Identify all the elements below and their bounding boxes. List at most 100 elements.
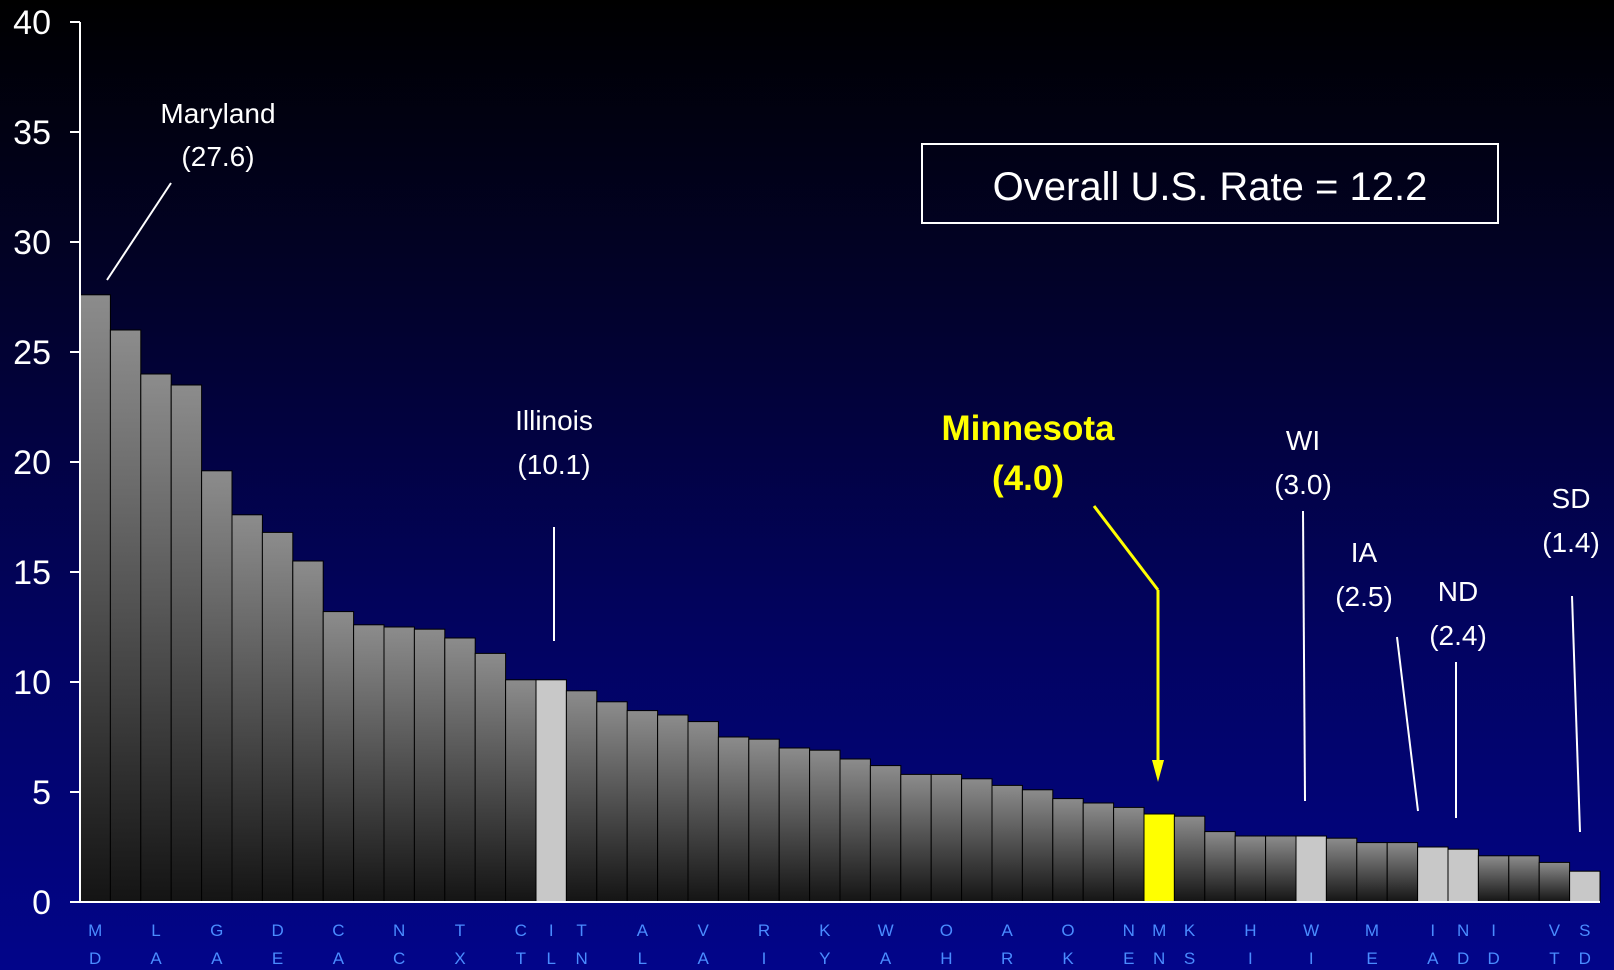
bar-unlabeled-9	[353, 624, 385, 903]
bar-unlabeled-25	[839, 758, 871, 903]
bar-wa	[869, 765, 902, 903]
y-tick-label: 0	[32, 884, 51, 922]
x-label-oh-1: O	[940, 921, 953, 940]
annotation-ia-name: IA	[1351, 537, 1378, 568]
bar-unlabeled-33	[1082, 802, 1115, 903]
annotation-nd-value: (2.4)	[1429, 620, 1487, 651]
x-label-wa-2: A	[880, 949, 892, 968]
bar-ok	[1052, 798, 1084, 903]
x-label-tn-1: T	[576, 921, 586, 940]
bar-unlabeled-31	[1021, 789, 1054, 903]
bar-ks	[1173, 815, 1206, 903]
bar-unlabeled-3	[170, 384, 203, 903]
x-label-oh-2: H	[940, 949, 952, 968]
annotation-wi-line	[1302, 510, 1306, 802]
bar-wi	[1295, 835, 1327, 903]
x-label-ar-1: A	[1002, 921, 1014, 940]
x-label-sd-2: D	[1579, 949, 1591, 968]
annotation-md-line	[106, 182, 172, 281]
annotation-wi-value: (3.0)	[1274, 469, 1332, 500]
x-label-nd-1: N	[1457, 921, 1469, 940]
x-label-ri-1: R	[758, 921, 770, 940]
bar-sd	[1569, 870, 1601, 903]
x-label-id-2: D	[1487, 949, 1499, 968]
bar-unlabeled-13	[474, 652, 507, 903]
x-label-va-2: A	[698, 949, 710, 968]
annotation-mn-name: Minnesota	[941, 409, 1115, 448]
bar-tn	[565, 690, 598, 903]
y-tick-label: 15	[13, 554, 51, 592]
x-label-tx-1: T	[455, 921, 465, 940]
x-label-ia-2: A	[1427, 949, 1439, 968]
x-label-ks-2: S	[1184, 949, 1195, 968]
bar-il	[535, 679, 567, 903]
x-label-ky-1: K	[819, 921, 831, 940]
bar-unlabeled-1	[109, 329, 142, 903]
x-label-de-1: D	[271, 921, 283, 940]
y-tick-label: 30	[13, 224, 51, 262]
bar-nc	[383, 626, 415, 903]
y-tick-label: 20	[13, 444, 51, 482]
bars-group	[79, 294, 1601, 903]
x-label-hi-1: H	[1244, 921, 1256, 940]
bar-ky	[809, 749, 841, 903]
bar-ri	[748, 738, 780, 903]
x-label-ky-2: Y	[819, 949, 830, 968]
x-label-ca-2: A	[333, 949, 345, 968]
annotation-mn-value: (4.0)	[992, 459, 1064, 498]
x-label-ks-1: K	[1184, 921, 1196, 940]
x-label-ca-1: C	[332, 921, 344, 940]
annotation-il-name: Illinois	[515, 405, 593, 436]
bar-unlabeled-5	[231, 514, 263, 903]
x-label-mn-2: N	[1153, 949, 1165, 968]
bar-me	[1356, 842, 1388, 903]
x-label-mn-1: M	[1152, 921, 1166, 940]
x-label-ar-2: R	[1001, 949, 1013, 968]
x-label-il-2: L	[546, 949, 555, 968]
x-label-nc-2: C	[393, 949, 405, 968]
bar-id	[1477, 855, 1510, 903]
x-label-ct-2: T	[516, 949, 526, 968]
x-label-ri-2: I	[762, 949, 767, 968]
y-tick-label: 25	[13, 334, 51, 372]
x-label-wa-1: W	[878, 921, 894, 940]
x-label-la-1: L	[151, 921, 160, 940]
bar-unlabeled-21	[717, 736, 750, 903]
x-label-tx-2: X	[454, 949, 465, 968]
bar-unlabeled-17	[596, 701, 628, 903]
x-label-wi-2: I	[1309, 949, 1314, 968]
annotation-md-value: (27.6)	[181, 141, 254, 172]
x-label-vt-2: T	[1549, 949, 1559, 968]
bar-va	[687, 721, 719, 903]
x-label-md-2: D	[89, 949, 101, 968]
x-label-al-1: A	[637, 921, 649, 940]
x-label-la-2: A	[150, 949, 162, 968]
bar-ar	[991, 784, 1023, 903]
bar-mn	[1143, 813, 1175, 903]
x-label-il-1: I	[549, 921, 554, 940]
annotation-sd-name: SD	[1552, 483, 1591, 514]
bar-al	[626, 710, 659, 903]
bar-ga	[201, 470, 233, 903]
bar-unlabeled-39	[1265, 835, 1297, 903]
bar-unlabeled-43	[1386, 842, 1419, 903]
bar-ca	[322, 611, 355, 903]
bar-hi	[1234, 835, 1267, 903]
bar-ia	[1417, 846, 1449, 903]
x-label-id-1: I	[1491, 921, 1496, 940]
annotation-mn-arrowhead	[1152, 760, 1164, 782]
annotation-ia-value: (2.5)	[1335, 581, 1393, 612]
overall-rate-frame	[921, 143, 1499, 224]
x-label-sd-1: S	[1579, 921, 1590, 940]
x-label-ne-2: E	[1123, 949, 1134, 968]
x-label-nd-2: D	[1457, 949, 1469, 968]
bar-ct	[505, 679, 537, 903]
x-label-ia-1: I	[1430, 921, 1435, 940]
annotation-il-value: (10.1)	[517, 449, 590, 480]
x-labels-group: MDLAGADECANCTXCTILTNALVARIKYWAOHAROKNEMN…	[88, 921, 1591, 968]
x-label-al-2: L	[638, 949, 647, 968]
bar-ne	[1113, 806, 1145, 903]
annotation-wi-name: WI	[1286, 425, 1320, 456]
x-label-ok-2: K	[1062, 949, 1074, 968]
